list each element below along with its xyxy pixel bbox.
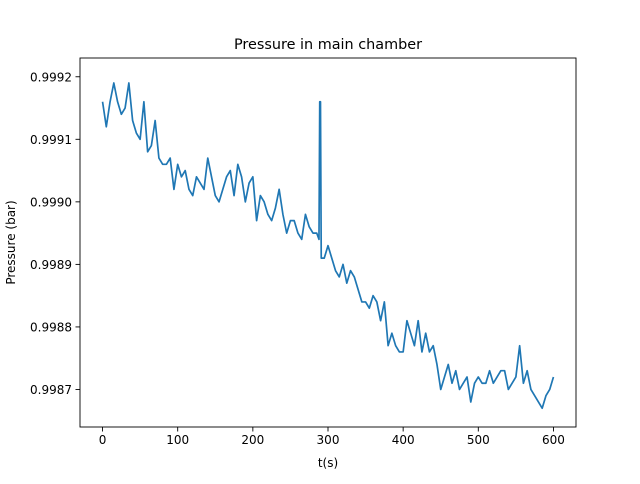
y-tick-label: 0.9992 [30, 70, 72, 84]
x-tick-label: 300 [317, 433, 340, 447]
x-tick-label: 200 [241, 433, 264, 447]
y-tick-label: 0.9988 [30, 320, 72, 334]
x-tick-label: 100 [166, 433, 189, 447]
series-line [101, 82, 555, 410]
x-tick-label: 400 [392, 433, 415, 447]
x-tick-label: 600 [542, 433, 565, 447]
x-tick-label: 500 [467, 433, 490, 447]
y-tick-label: 0.9990 [30, 195, 72, 209]
y-axis: 0.9987 0.9988 0.9989 0.9990 0.9991 0.9992 [30, 70, 80, 397]
chart-title: Pressure in main chamber [234, 37, 422, 53]
y-tick-label: 0.9991 [30, 133, 72, 147]
y-tick-label: 0.9989 [30, 258, 72, 272]
x-axis: 0 100 200 300 400 500 600 [99, 427, 565, 447]
y-axis-label: Pressure (bar) [4, 200, 18, 284]
x-axis-label: t(s) [318, 456, 338, 470]
x-tick-label: 0 [99, 433, 107, 447]
y-tick-label: 0.9987 [30, 383, 72, 397]
